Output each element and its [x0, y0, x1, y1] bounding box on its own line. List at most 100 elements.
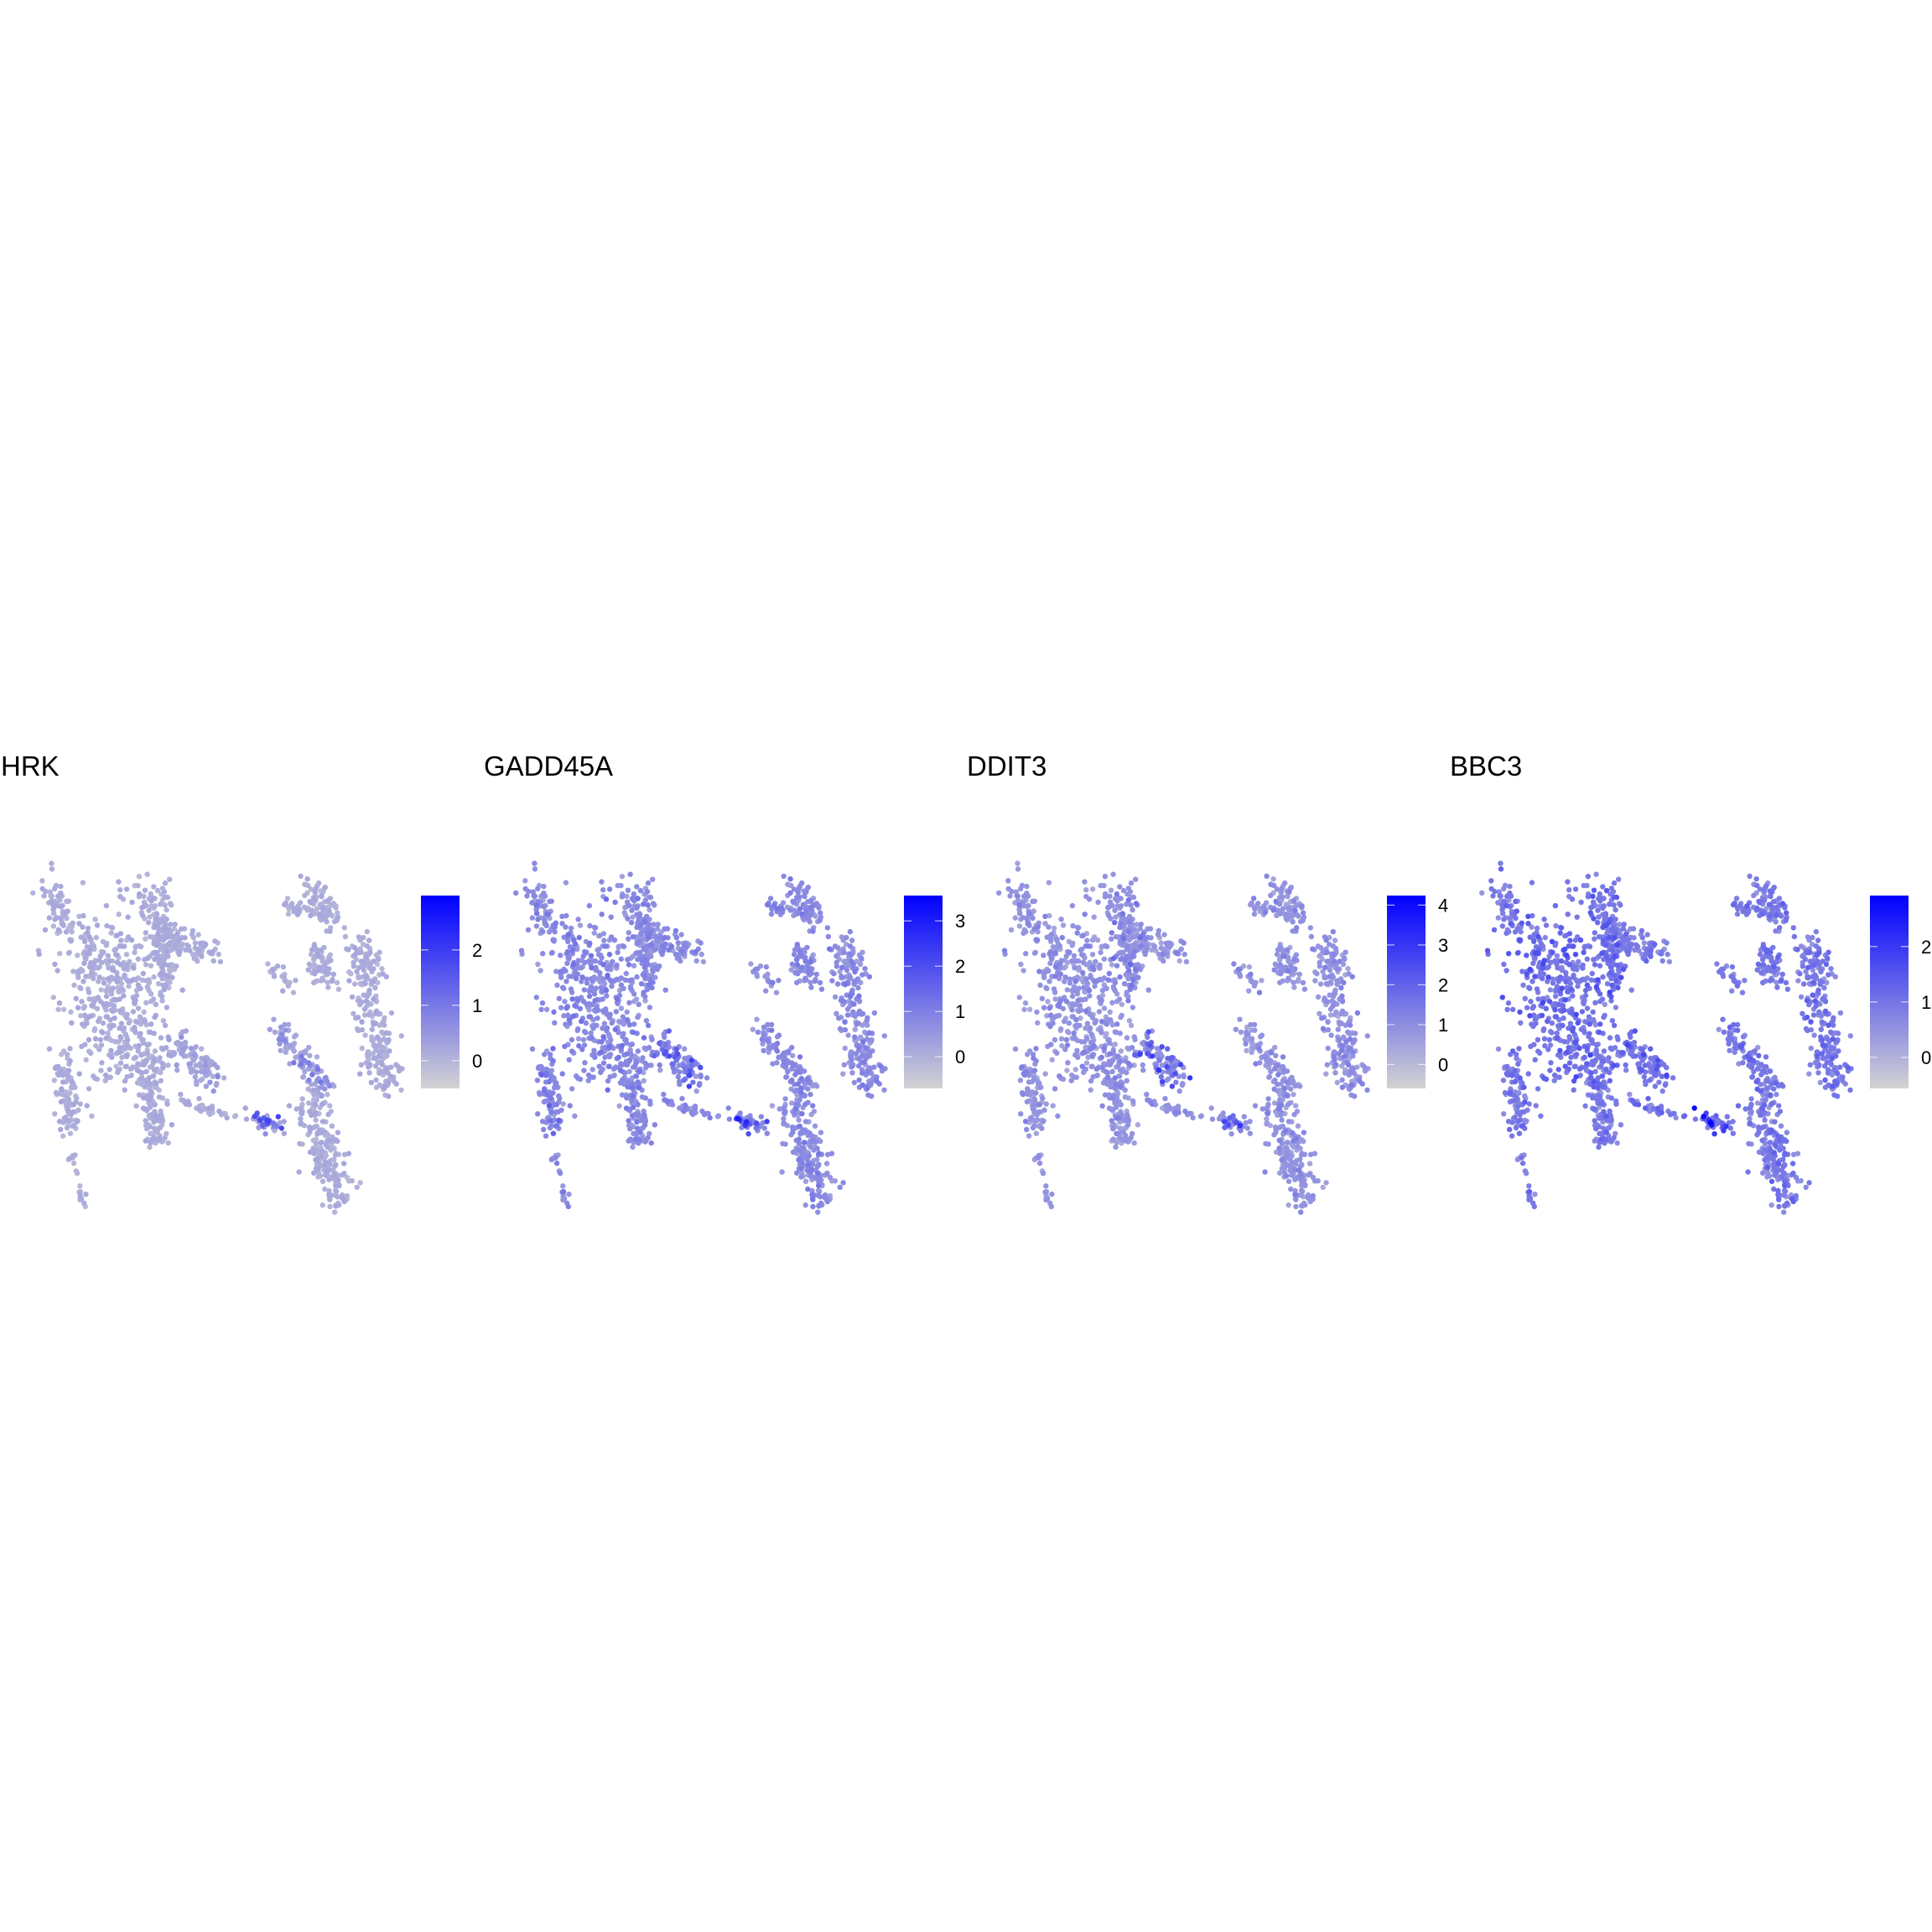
cell-point [599, 955, 605, 961]
cell-point [1118, 1048, 1124, 1054]
cell-point [1022, 1000, 1029, 1006]
cell-point [535, 917, 541, 922]
cell-point [394, 1063, 401, 1069]
cell-point [325, 1111, 331, 1118]
cell-point [623, 970, 629, 977]
cell-point [111, 1022, 117, 1029]
cell-point [164, 1101, 170, 1107]
cell-point [345, 1150, 352, 1156]
cell-point [55, 893, 61, 900]
cell-point [1109, 1068, 1115, 1075]
cell-point [87, 1013, 94, 1019]
cell-point [122, 1087, 127, 1093]
cell-point [855, 984, 861, 991]
cell-point [309, 947, 315, 953]
cell-point [1097, 962, 1103, 969]
cell-point [553, 969, 559, 974]
cell-point [285, 911, 292, 917]
cell-point [377, 1048, 383, 1055]
cell-point [1324, 1062, 1331, 1068]
cell-point [857, 1034, 864, 1041]
cell-point [278, 1125, 284, 1131]
cell-point [827, 946, 833, 952]
cell-point [1045, 999, 1051, 1005]
cell-point [182, 935, 188, 941]
cell-point [651, 1052, 657, 1059]
cell-point [147, 1081, 153, 1088]
cell-point [584, 976, 589, 982]
cell-point [636, 1001, 641, 1008]
cell-point [566, 1017, 572, 1023]
cell-point [69, 1078, 75, 1084]
cell-point [606, 1063, 612, 1069]
cell-point [76, 1071, 82, 1077]
cell-point [172, 943, 178, 949]
cell-point [49, 898, 55, 904]
cell-point [192, 940, 198, 946]
cell-point [58, 883, 64, 890]
cell-point [307, 1149, 314, 1156]
cell-point [1075, 1054, 1081, 1061]
cell-point [642, 958, 648, 963]
cell-point [1161, 932, 1167, 937]
cell-point [666, 1028, 672, 1034]
cell-point [662, 1042, 669, 1048]
cell-point [797, 1054, 803, 1060]
cell-point [618, 1005, 625, 1011]
cell-point [773, 989, 780, 995]
cell-point [558, 1005, 564, 1010]
cell-point [70, 1102, 77, 1108]
cell-point [579, 1018, 584, 1025]
cell-point [123, 952, 130, 958]
cell-point [808, 1092, 813, 1098]
colorbar-tick-label: 2 [472, 940, 482, 961]
cell-point [305, 1100, 312, 1106]
cell-point [652, 1122, 658, 1128]
cell-point [1069, 988, 1076, 995]
cell-point [314, 906, 320, 911]
cell-point [556, 1117, 562, 1124]
cell-point [565, 954, 571, 961]
cell-point [381, 1036, 387, 1042]
cell-point [117, 887, 123, 893]
cell-point [1301, 986, 1308, 992]
cell-point [148, 1140, 153, 1145]
cell-point [331, 1156, 337, 1163]
cell-point [104, 922, 110, 929]
cell-point [174, 931, 180, 937]
cell-point [1277, 979, 1283, 986]
cell-point [164, 894, 171, 901]
cell-point [1058, 1036, 1065, 1042]
cell-point [324, 1168, 330, 1175]
cell-point [153, 1080, 159, 1087]
cell-point [624, 893, 630, 900]
cell-point [141, 893, 147, 900]
cell-point [1088, 1063, 1094, 1070]
cell-point [559, 913, 565, 920]
cell-point [1133, 876, 1139, 882]
cell-point [787, 907, 793, 913]
cell-point [55, 968, 60, 974]
cell-point [71, 982, 77, 989]
cell-point [1117, 884, 1123, 890]
cell-point [336, 1182, 342, 1189]
cell-point [1083, 887, 1089, 893]
cell-point [325, 912, 330, 918]
cell-point [396, 1068, 402, 1074]
cell-point [620, 1033, 626, 1040]
cell-point [103, 1035, 109, 1041]
cell-point [566, 1057, 572, 1063]
colorbar-tick-label: 2 [955, 956, 965, 977]
cell-point [191, 955, 197, 962]
cell-point [592, 958, 599, 964]
cell-point [799, 964, 805, 971]
cell-point [148, 1021, 154, 1027]
cell-point [105, 976, 112, 982]
cell-point [355, 1015, 361, 1021]
cell-point [276, 1036, 282, 1042]
cell-point [139, 912, 146, 918]
cell-point [1109, 936, 1114, 942]
cell-point [808, 1166, 815, 1172]
